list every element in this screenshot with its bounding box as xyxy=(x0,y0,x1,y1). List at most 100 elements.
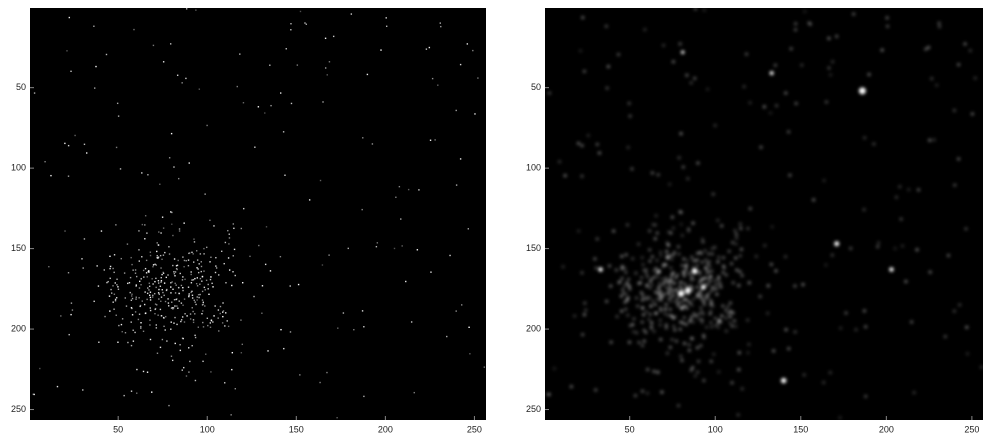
star xyxy=(227,229,229,232)
star xyxy=(676,297,680,301)
star xyxy=(698,272,702,277)
star xyxy=(115,224,117,226)
star xyxy=(83,238,86,240)
star xyxy=(680,287,684,291)
star xyxy=(664,326,668,330)
star xyxy=(328,61,331,63)
x-tick-label: 200 xyxy=(879,424,894,434)
star xyxy=(185,260,187,262)
star xyxy=(647,317,651,322)
star xyxy=(164,251,166,254)
star xyxy=(631,330,636,334)
star xyxy=(916,188,921,192)
star xyxy=(659,250,663,254)
star xyxy=(461,304,463,306)
star xyxy=(128,282,131,284)
star xyxy=(231,368,233,371)
star xyxy=(437,84,439,86)
star xyxy=(156,352,159,354)
x-tick-label: 200 xyxy=(378,424,393,434)
star xyxy=(704,258,708,262)
star xyxy=(158,293,161,295)
star xyxy=(67,144,70,147)
star xyxy=(700,309,704,314)
star xyxy=(595,237,599,241)
star xyxy=(711,288,715,292)
star xyxy=(674,339,679,343)
star xyxy=(439,22,441,24)
star xyxy=(728,315,732,319)
star xyxy=(758,294,762,299)
star xyxy=(203,270,205,272)
star xyxy=(159,346,162,349)
star xyxy=(201,304,204,306)
star xyxy=(187,264,190,267)
star xyxy=(958,303,962,307)
star xyxy=(668,284,672,288)
star xyxy=(636,304,640,308)
star xyxy=(131,263,133,266)
star xyxy=(177,307,179,309)
star xyxy=(580,174,584,178)
star xyxy=(126,243,129,245)
star xyxy=(687,343,691,347)
star xyxy=(156,257,158,259)
star xyxy=(681,165,685,169)
star xyxy=(261,312,263,314)
star xyxy=(726,311,730,316)
star xyxy=(206,124,208,127)
star xyxy=(660,277,664,281)
star xyxy=(739,247,744,251)
star xyxy=(659,298,663,302)
star xyxy=(687,348,691,353)
star xyxy=(129,291,131,294)
star xyxy=(709,289,713,294)
star xyxy=(82,267,84,269)
star xyxy=(699,296,703,300)
star xyxy=(171,359,174,362)
star xyxy=(93,300,95,303)
star xyxy=(93,25,95,27)
star xyxy=(719,285,723,289)
star xyxy=(718,281,722,285)
star xyxy=(197,271,200,274)
star xyxy=(684,264,688,268)
star xyxy=(928,138,932,142)
star xyxy=(547,392,551,397)
star xyxy=(395,196,397,198)
star xyxy=(640,320,644,324)
star xyxy=(827,36,831,40)
star xyxy=(678,285,682,289)
star xyxy=(204,305,206,307)
star xyxy=(789,47,793,51)
y-tick-label: 50 xyxy=(531,82,541,92)
star xyxy=(694,314,698,318)
star xyxy=(690,288,694,293)
star xyxy=(173,299,176,301)
star xyxy=(95,65,97,68)
star xyxy=(172,308,174,310)
star xyxy=(407,188,410,191)
star xyxy=(165,276,167,279)
star xyxy=(676,301,680,305)
star xyxy=(133,28,135,31)
star xyxy=(742,84,746,89)
star xyxy=(173,273,176,275)
star xyxy=(174,342,176,345)
star xyxy=(924,47,928,51)
star xyxy=(400,218,402,220)
star xyxy=(157,280,160,282)
star xyxy=(192,279,195,281)
star xyxy=(688,301,693,305)
star xyxy=(679,222,683,226)
star xyxy=(705,271,709,275)
star xyxy=(152,283,154,285)
star xyxy=(156,242,158,244)
star xyxy=(662,263,666,267)
star xyxy=(671,290,675,295)
star xyxy=(64,142,66,145)
star xyxy=(157,244,159,246)
star xyxy=(158,288,160,291)
star xyxy=(196,285,199,287)
